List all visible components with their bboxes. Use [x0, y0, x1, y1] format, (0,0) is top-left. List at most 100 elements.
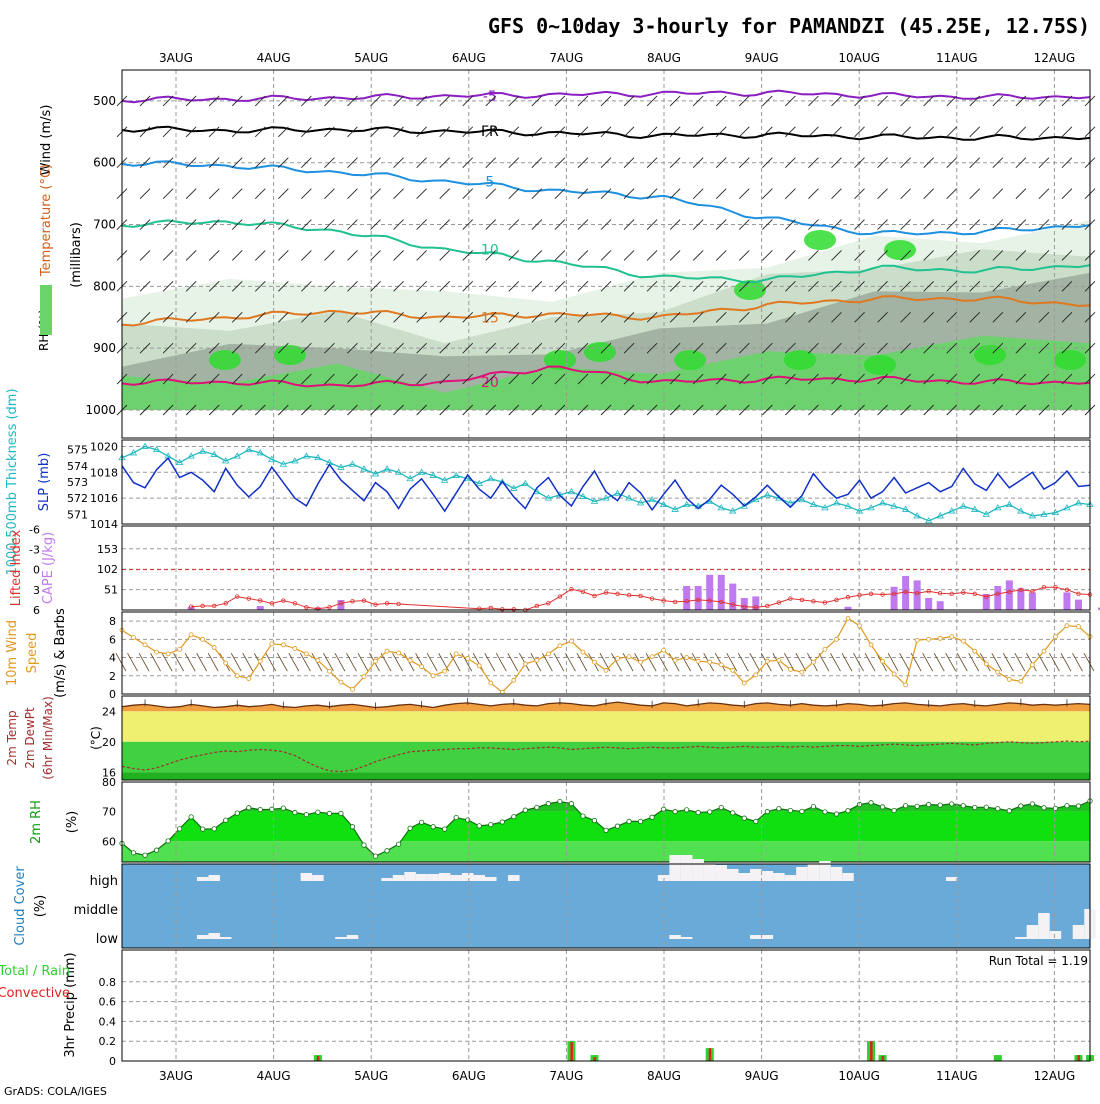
cloud-bar-high: [680, 855, 693, 881]
wind-barb: [785, 250, 796, 261]
wind-barb-10m: [830, 652, 841, 672]
wind-barb: [139, 126, 151, 138]
li-marker: [500, 607, 505, 612]
wind-barb: [231, 126, 243, 138]
wind-barb: [785, 126, 796, 138]
cloud-bar-high: [945, 877, 958, 881]
cloud-bar-low: [1015, 937, 1027, 939]
wind-barb: [208, 404, 220, 416]
wind-barb: [992, 188, 1004, 199]
rh-tick-label: 70: [102, 806, 116, 819]
thickness-marker: [798, 495, 806, 503]
rh-marker: [395, 841, 402, 847]
wind-barb: [416, 404, 427, 416]
wind-barb: [600, 157, 612, 169]
bottom-date-label: 7AUG: [549, 1069, 583, 1083]
wind-barb: [600, 281, 612, 292]
wind-marker: [741, 680, 747, 686]
wind-barb: [900, 281, 911, 292]
wind-barb: [923, 404, 934, 416]
rh-marker: [407, 825, 413, 831]
rh-marker: [211, 826, 217, 832]
wind-barb: [646, 126, 658, 138]
bottom-date-label: 11AUG: [936, 1069, 978, 1083]
li-marker: [626, 593, 632, 598]
wind-barb: [577, 95, 589, 107]
wind-barb: [785, 219, 796, 230]
cloud-tick-label: middle: [74, 903, 118, 918]
rh-marker: [649, 814, 655, 820]
rh-marker: [695, 809, 701, 816]
precip-tick-label: 0.2: [99, 1035, 117, 1048]
wind-barb: [1015, 157, 1027, 169]
wind-barb: [831, 126, 842, 138]
wind-barb: [324, 250, 335, 261]
wind-barb: [577, 219, 589, 230]
cloud-bar-high: [761, 871, 774, 881]
rh-grid: [175, 782, 1055, 862]
wind-marker: [661, 647, 667, 653]
cloud-tick-label: high: [90, 874, 118, 889]
bottom-date-label: 6AUG: [452, 1069, 486, 1083]
wind-barb: [531, 126, 543, 138]
wind-barb: [762, 404, 773, 416]
li-marker: [903, 589, 908, 595]
cloud-bar-high: [208, 875, 220, 881]
wind-barb-10m: [323, 652, 334, 672]
rh-marker: [200, 826, 206, 832]
wind-barb: [231, 157, 243, 169]
temp-tick-label: 20: [102, 736, 116, 749]
thickness-marker: [717, 504, 725, 511]
rh-band-light: [122, 841, 1090, 862]
wind-barb-10m: [127, 652, 138, 672]
li-marker: [926, 588, 931, 594]
wind-barb: [923, 157, 934, 169]
wind-barb: [231, 219, 243, 230]
wind-barb: [554, 250, 566, 261]
wind-barb: [278, 250, 289, 261]
wind-barb: [254, 95, 266, 107]
cape-frame: [121, 525, 1091, 611]
wind-barb: [600, 219, 612, 230]
thickness-marker: [613, 489, 622, 496]
li-marker: [776, 600, 782, 605]
wind-barb: [969, 311, 981, 323]
thickness-marker: [740, 502, 748, 509]
cape-grid: [175, 526, 1055, 610]
wind-barb: [485, 311, 497, 323]
wind-barb: [1061, 126, 1073, 138]
wind-barb: [324, 95, 335, 107]
wind-barb: [462, 126, 474, 138]
li-marker: [961, 590, 966, 595]
wind-barb: [623, 95, 635, 107]
wind-barb: [854, 126, 865, 138]
wind-barb: [923, 373, 934, 385]
wind-marker: [638, 659, 643, 665]
top-date-label: 10AUG: [838, 51, 880, 65]
li-marker: [719, 599, 724, 605]
wind-barb: [485, 281, 497, 292]
rh-marker: [626, 818, 632, 825]
wind-barb: [393, 404, 404, 416]
wind-barb: [946, 404, 958, 416]
wind-barb: [785, 342, 796, 354]
cape-tick-label: 153: [97, 543, 118, 556]
wind-barb: [162, 373, 174, 385]
wind-barb-10m: [207, 652, 219, 672]
wind-barb: [231, 250, 243, 261]
wind-barb: [347, 188, 358, 199]
wind-marker: [753, 672, 759, 678]
wind-barb: [692, 250, 704, 261]
wind-barb-10m: [968, 652, 980, 672]
wind-barb: [854, 373, 865, 385]
wind-barb: [554, 95, 566, 107]
thickness-marker: [1074, 499, 1083, 506]
rh-marker: [326, 810, 333, 817]
rh-marker: [591, 817, 598, 824]
wind-barb: [715, 311, 727, 323]
wind-barb: [278, 311, 289, 323]
wind-barb-10m: [276, 652, 288, 672]
wind-barb: [139, 281, 151, 292]
wind-barb: [946, 250, 958, 261]
wind-barb: [324, 219, 335, 230]
